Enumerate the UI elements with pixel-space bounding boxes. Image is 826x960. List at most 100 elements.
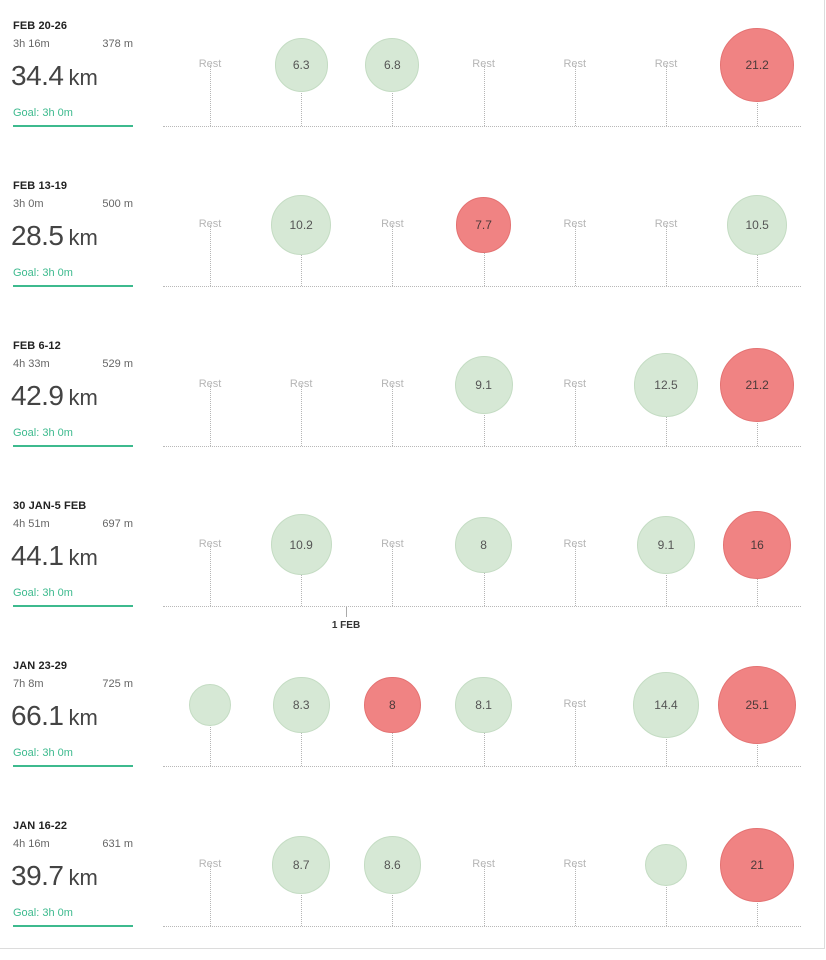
rest-day-label: Rest [381, 378, 404, 390]
week-row[interactable]: FEB 20-26 3h 16m 378 m 34.4 km Goal: 3h 0m Res… [0, 0, 826, 160]
week-elevation: 697 m [102, 518, 133, 530]
day-stem [392, 545, 394, 606]
week-distance-unit: km [68, 225, 98, 250]
week-distance-value: 28.5 [11, 220, 64, 251]
day-stem [757, 225, 759, 286]
week-row[interactable]: FEB 13-19 3h 0m 500 m 28.5 km Goal: 3h 0m Rest… [0, 160, 826, 320]
week-elevation: 529 m [102, 358, 133, 370]
activity-bubble[interactable]: 8 [364, 676, 421, 734]
activity-bubble[interactable]: 14.4 [633, 672, 699, 738]
goal-progress-bar [13, 445, 133, 447]
day-stem [574, 865, 576, 926]
week-goal: Goal: 3h 0m [13, 907, 73, 919]
week-duration: 4h 33m [13, 358, 50, 370]
rest-day-label: Rest [654, 218, 678, 230]
goal-progress-bar [13, 925, 133, 927]
week-duration: 7h 8m [13, 678, 44, 690]
goal-progress-bar [13, 285, 133, 287]
week-title: JAN 23-29 [13, 660, 68, 672]
week-row[interactable]: FEB 6-12 4h 33m 529 m 42.9 km Goal: 3h 0m Rest… [0, 320, 826, 480]
week-duration: 3h 16m [13, 38, 50, 50]
rest-day-label: Rest [472, 58, 495, 70]
week-title: FEB 6-12 [13, 340, 61, 352]
week-distance-unit: km [68, 385, 98, 410]
day-stem [392, 865, 394, 926]
day-stem [301, 545, 303, 606]
activity-bubble[interactable]: 6.3 [274, 38, 328, 92]
chart-baseline [163, 446, 801, 447]
week-row[interactable]: 30 JAN-5 FEB 4h 51m 697 m 44.1 km Goal: 3h 0m… [0, 480, 826, 640]
rest-day-label: Rest [198, 218, 222, 230]
week-goal: Goal: 3h 0m [13, 107, 73, 119]
goal-progress-bar [13, 605, 133, 607]
activity-bubble[interactable]: 8.3 [272, 676, 330, 734]
activity-bubble[interactable]: 25.1 [718, 665, 797, 745]
activity-bubble[interactable]: 8.6 [363, 836, 422, 894]
week-distance-value: 44.1 [11, 540, 64, 571]
rest-day-label: Rest [563, 698, 587, 710]
day-stem [666, 225, 667, 286]
week-distance: 44.1 km [11, 540, 98, 572]
rest-day-label: Rest [654, 58, 678, 70]
day-stem [574, 225, 576, 286]
activity-bubble[interactable]: 21.2 [720, 27, 795, 102]
activity-bubble[interactable]: 6.8 [365, 37, 420, 93]
week-activity-chart: Rest 6.3 6.8 Rest Rest Rest 21.2 [163, 0, 803, 160]
week-distance: 39.7 km [11, 860, 98, 892]
activity-bubble[interactable]: 9.1 [454, 355, 513, 415]
rest-day-label: Rest [381, 218, 404, 230]
week-goal: Goal: 3h 0m [13, 587, 73, 599]
rest-day-label: Rest [563, 218, 587, 230]
week-distance: 28.5 km [11, 220, 98, 252]
week-activity-chart: Rest Rest Rest 9.1 Rest 12.5 21.2 [163, 320, 803, 480]
day-stem [574, 705, 576, 766]
week-distance-unit: km [68, 65, 98, 90]
activity-bubble[interactable]: 10.2 [271, 195, 332, 255]
activity-bubble[interactable]: 8.7 [272, 836, 330, 894]
week-duration: 3h 0m [13, 198, 44, 210]
activity-bubble[interactable]: 10.5 [726, 194, 788, 256]
week-distance: 42.9 km [11, 380, 98, 412]
day-stem [392, 65, 394, 126]
day-stem [210, 65, 211, 126]
activity-bubble[interactable]: 21.2 [720, 347, 795, 422]
week-distance-unit: km [68, 865, 98, 890]
day-stem [574, 65, 576, 126]
day-stem [210, 545, 211, 606]
week-title: 30 JAN-5 FEB [13, 500, 87, 512]
rest-day-label: Rest [563, 378, 587, 390]
rest-day-label: Rest [381, 538, 404, 550]
activity-bubble[interactable] [188, 683, 232, 727]
day-stem [392, 225, 394, 286]
rest-day-label: Rest [289, 378, 313, 390]
activity-bubble[interactable]: 12.5 [634, 353, 698, 417]
week-goal: Goal: 3h 0m [13, 267, 73, 279]
activity-bubble[interactable]: 7.7 [455, 197, 512, 253]
rest-day-label: Rest [198, 538, 222, 550]
activity-bubble[interactable] [644, 843, 688, 887]
rest-day-label: Rest [563, 58, 587, 70]
activity-bubble[interactable]: 8.1 [455, 676, 512, 734]
week-activity-chart: Rest 10.9 Rest 8 Rest 9.1 16 [163, 480, 803, 640]
activity-bubble[interactable]: 21 [720, 828, 795, 902]
week-row[interactable]: JAN 16-22 4h 16m 631 m 39.7 km Goal: 3h 0m Res… [0, 800, 826, 960]
chart-baseline [163, 766, 801, 767]
chart-baseline [163, 286, 801, 287]
day-stem [392, 705, 394, 766]
activity-bubble[interactable]: 10.9 [270, 514, 332, 576]
month-marker-label: 1 FEB [331, 620, 361, 631]
day-stem [392, 385, 394, 446]
week-title: FEB 13-19 [13, 180, 68, 192]
week-distance-value: 42.9 [11, 380, 64, 411]
rest-day-label: Rest [563, 538, 587, 550]
week-row[interactable]: JAN 23-29 7h 8m 725 m 66.1 km Goal: 3h 0m 8.3 8… [0, 640, 826, 800]
week-activity-chart: 8.3 8 8.1 Rest 14.4 25.1 [163, 640, 803, 800]
activity-bubble[interactable]: 8 [455, 516, 512, 574]
week-distance-value: 66.1 [11, 700, 64, 731]
day-stem [666, 545, 667, 606]
activity-bubble[interactable]: 9.1 [636, 515, 696, 575]
activity-bubble[interactable]: 16 [723, 511, 792, 579]
day-stem [666, 65, 667, 126]
goal-progress-bar [13, 125, 133, 127]
